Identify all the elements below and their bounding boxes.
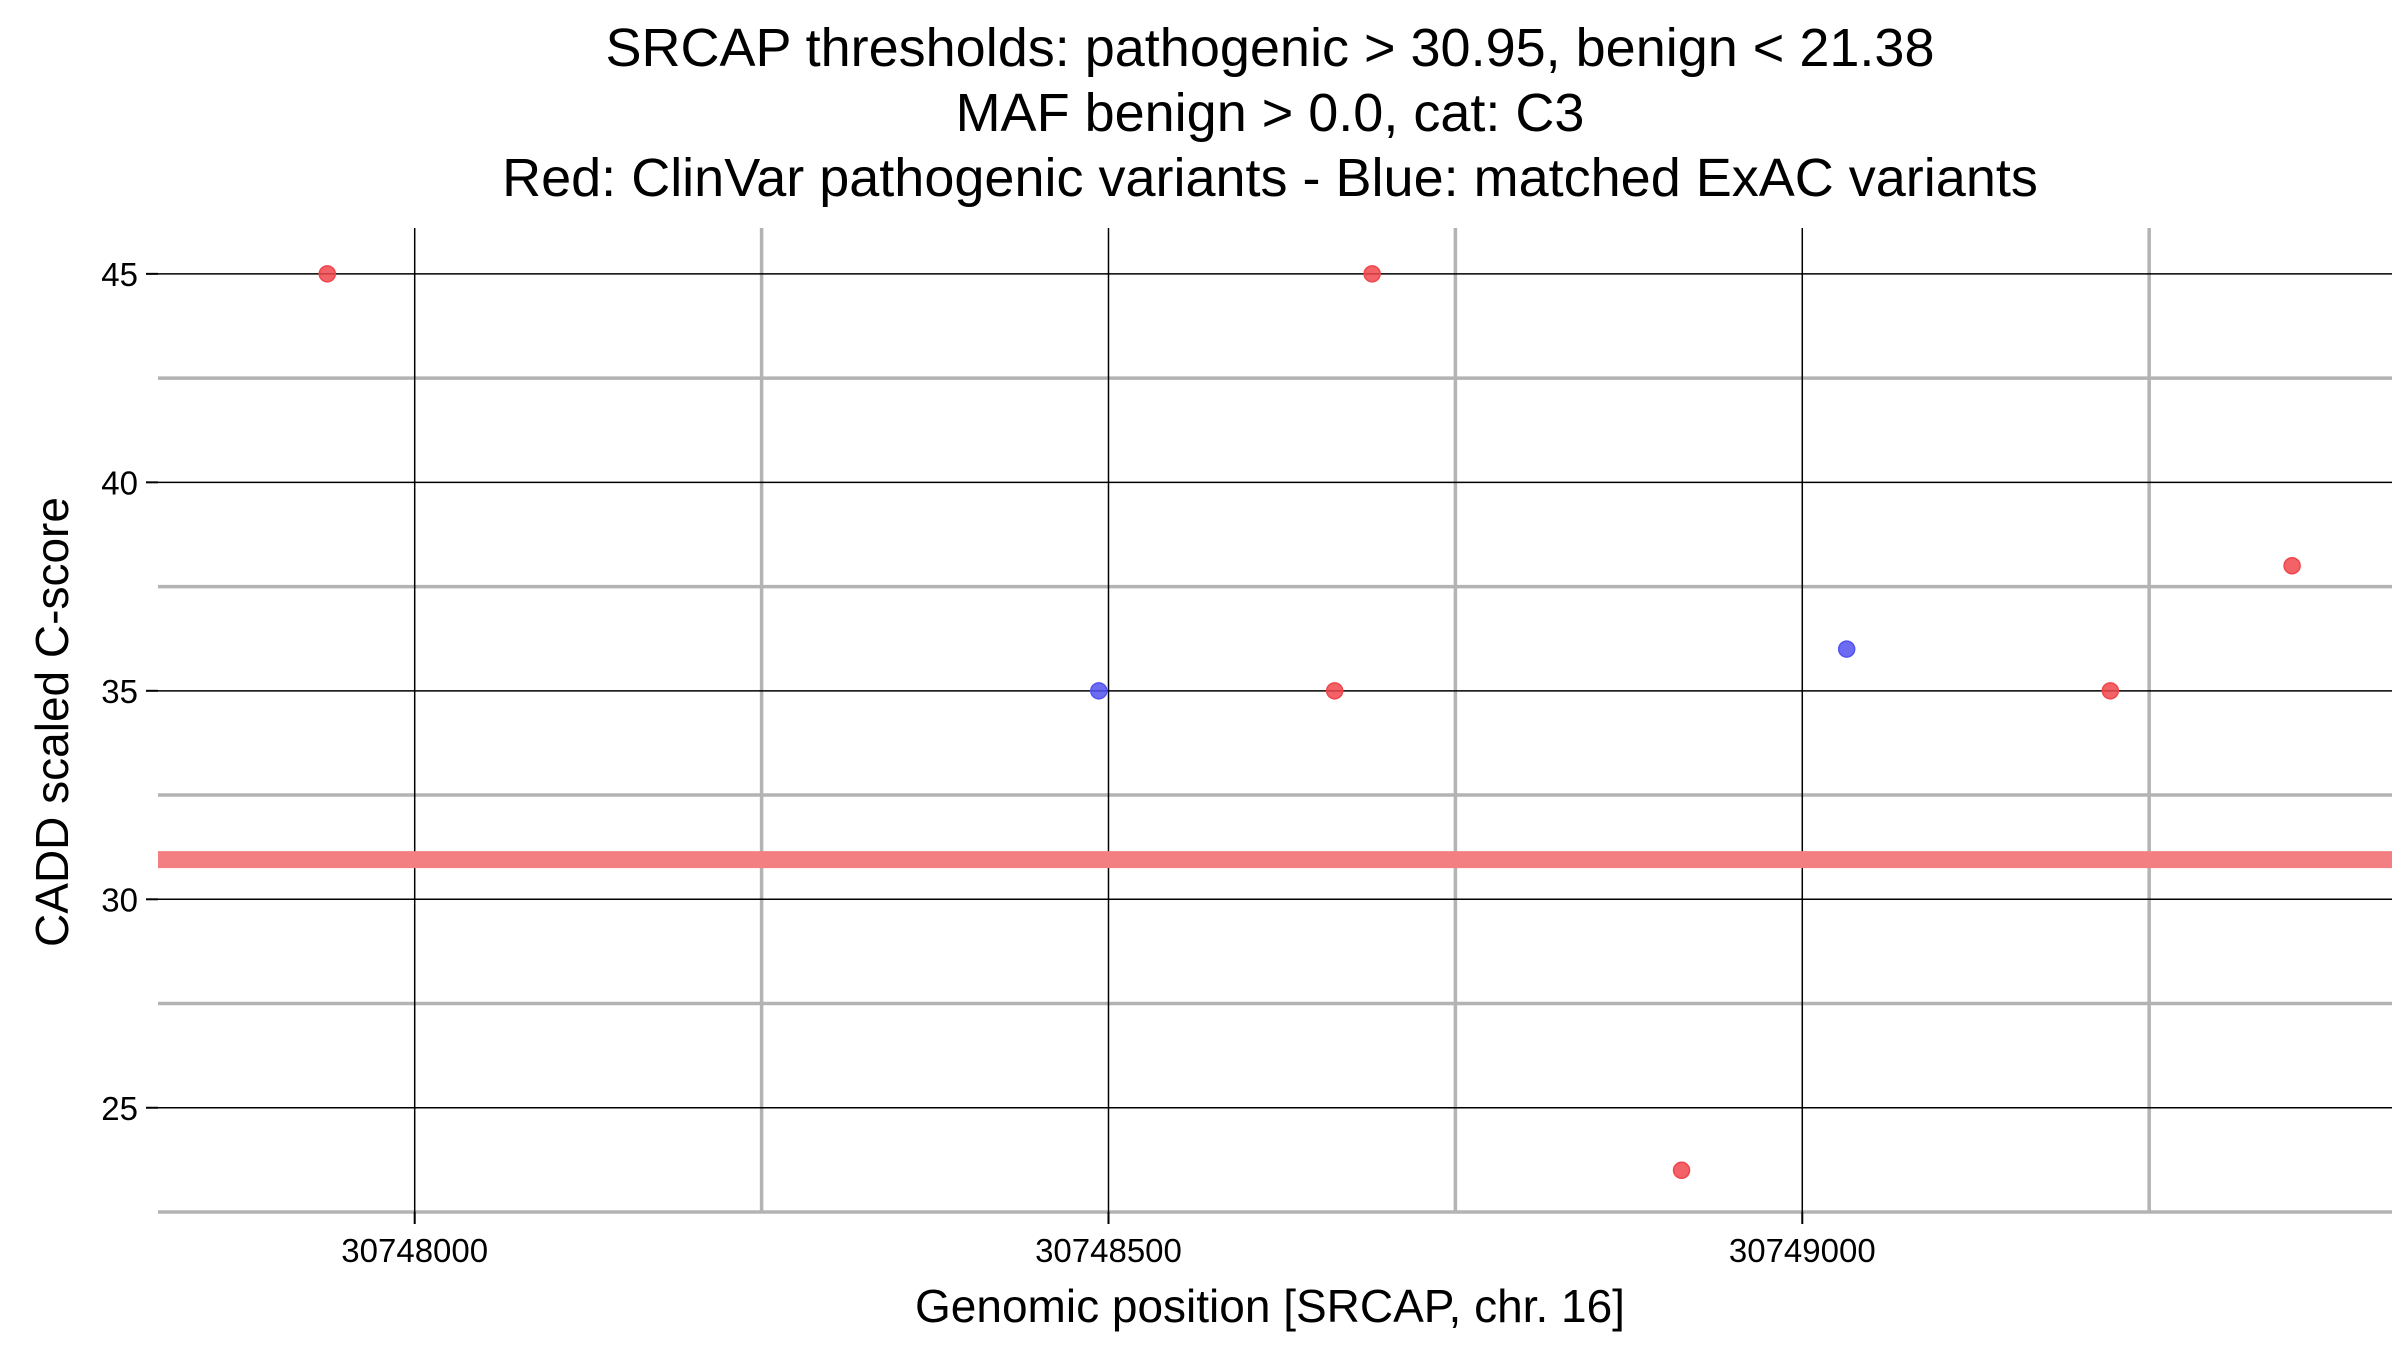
clinvar-point-2 (1325, 682, 1344, 700)
data-points (318, 265, 2301, 1180)
y-axis-title: CADD scaled C-score (26, 497, 78, 947)
y-tick-label-3: 40 (101, 464, 138, 501)
y-tick-label-2: 35 (101, 673, 138, 710)
major-gridlines (158, 228, 2392, 1212)
chart-title-line-2: MAF benign > 0.0, cat: C3 (956, 83, 1585, 143)
x-tick-label-2: 30749000 (1729, 1232, 1876, 1269)
x-axis-title: Genomic position [SRCAP, chr. 16] (915, 1280, 1625, 1332)
minor-gridlines (158, 228, 2392, 1214)
exac-point-0 (1090, 682, 1108, 700)
exac-point-1 (1837, 640, 1856, 658)
clinvar-point-1 (1363, 265, 1381, 283)
chart-title-line-3: Red: ClinVar pathogenic variants - Blue:… (502, 148, 2038, 208)
clinvar-point-5 (2283, 556, 2301, 575)
y-axis-ticks: 25 30 35 40 45 (101, 256, 158, 1127)
x-axis-ticks: 30748000 30748500 30749000 (341, 1212, 1876, 1269)
clinvar-point-4 (2101, 682, 2120, 700)
clinvar-point-3 (1672, 1161, 1691, 1180)
x-tick-label-0: 30748000 (341, 1232, 488, 1269)
clinvar-point-0 (318, 265, 337, 283)
y-tick-label-4: 45 (101, 256, 138, 293)
chart-title-line-1: SRCAP thresholds: pathogenic > 30.95, be… (606, 18, 1935, 78)
y-tick-label-0: 25 (101, 1090, 138, 1127)
x-tick-label-1: 30748500 (1035, 1232, 1182, 1269)
y-tick-label-1: 30 (101, 881, 138, 918)
